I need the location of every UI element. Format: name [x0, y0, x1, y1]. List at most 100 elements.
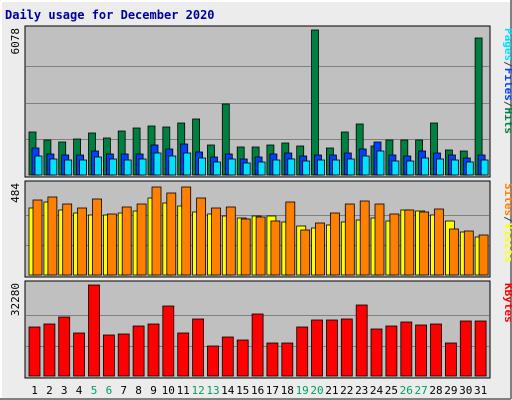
- bar-sites: [196, 197, 207, 276]
- bar-pages: [450, 159, 459, 176]
- bar-kbytes: [236, 339, 249, 377]
- legend-entry: Files: [502, 68, 512, 101]
- bar-sites: [344, 203, 355, 276]
- bar-sites: [77, 207, 87, 276]
- bar-kbytes: [355, 304, 368, 377]
- bar-sites: [434, 208, 444, 276]
- bar-kbytes: [415, 324, 428, 377]
- bar-sites: [225, 206, 236, 276]
- chart-title: Daily usage for December 2020: [5, 8, 215, 22]
- bar-hits: [311, 29, 319, 176]
- x-tick-label: 5: [91, 384, 98, 397]
- bar-pages: [346, 158, 355, 176]
- panel-legend-label: Pages/Files/Hits: [502, 28, 512, 134]
- bar-kbytes: [117, 333, 130, 377]
- legend-entry: /: [502, 61, 512, 68]
- bar-sites: [211, 207, 221, 276]
- bar-kbytes: [385, 325, 398, 377]
- y-max-label: 484: [9, 183, 22, 203]
- bar-sites: [300, 229, 311, 276]
- x-tick-label: 8: [135, 384, 142, 397]
- bar-pages: [317, 159, 325, 176]
- bar-pages: [64, 159, 73, 176]
- x-tick-label: 12: [191, 384, 204, 397]
- bar-pages: [257, 161, 266, 176]
- bar-kbytes: [88, 284, 100, 377]
- bar-pages: [153, 152, 162, 176]
- bar-pages: [79, 159, 87, 176]
- bar-pages: [287, 158, 296, 176]
- bar-sites: [478, 234, 489, 276]
- bar-sites: [240, 218, 251, 276]
- bar-pages: [465, 161, 474, 176]
- legend-entry: Visits: [502, 223, 512, 263]
- bar-pages: [213, 161, 221, 176]
- bar-pages: [272, 159, 281, 176]
- bar-kbytes: [103, 334, 115, 377]
- series-kbytes: [28, 284, 487, 377]
- legend-entry: /: [502, 101, 512, 108]
- bar-kbytes: [459, 320, 472, 377]
- bar-pages: [123, 159, 132, 176]
- bar-sites: [374, 203, 385, 276]
- x-tick-label: 26: [400, 384, 413, 397]
- bar-kbytes: [162, 305, 175, 377]
- bar-sites: [359, 200, 370, 276]
- bar-pages: [406, 160, 415, 176]
- bar-pages: [480, 159, 489, 176]
- bar-pages: [49, 158, 58, 176]
- bar-kbytes: [281, 342, 294, 377]
- panel-legend-label: KBytes: [502, 283, 512, 323]
- bar-kbytes: [132, 325, 145, 377]
- bar-sites: [32, 199, 43, 276]
- bar-pages: [331, 159, 340, 176]
- bar-pages: [138, 158, 147, 176]
- x-tick-label: 21: [325, 384, 338, 397]
- x-tick-label: 16: [251, 384, 264, 397]
- legend-entry: Sites: [502, 183, 512, 216]
- bar-sites: [389, 213, 400, 276]
- x-tick-label: 1: [31, 384, 38, 397]
- x-axis-tick-labels: 1 2 3 4 5 6 7 8 9 10 11 12 13 14 15 16 17 18 19 20 21 22 23 24 2…: [31, 384, 487, 397]
- bar-sites: [270, 220, 281, 276]
- bar-sites: [62, 203, 73, 276]
- bar-kbytes: [296, 326, 309, 377]
- x-tick-label: 2: [46, 384, 53, 397]
- legend-entry: /: [502, 216, 512, 223]
- x-tick-label: 11: [177, 384, 190, 397]
- bar-pages: [242, 162, 251, 176]
- panel-middle: 484 Sites/Visits: [9, 180, 512, 278]
- bar-kbytes: [340, 318, 353, 377]
- bar-pages: [94, 156, 102, 176]
- x-tick-label: 19: [296, 384, 309, 397]
- bar-kbytes: [251, 313, 264, 377]
- panels-layer: 6078Pages/Files/Hits484Sites/Visits32280…: [9, 25, 512, 379]
- bar-sites: [404, 209, 415, 276]
- bar-kbytes: [266, 342, 279, 377]
- x-tick-label: 7: [120, 384, 127, 397]
- x-tick-label: 31: [474, 384, 487, 397]
- bar-kbytes: [430, 323, 442, 377]
- bar-kbytes: [207, 345, 219, 377]
- panel-legend-label: Sites/Visits: [502, 183, 512, 263]
- bar-kbytes: [444, 342, 457, 377]
- bar-sites: [107, 213, 117, 276]
- y-max-label: 32280: [9, 283, 22, 316]
- x-tick-label: 25: [385, 384, 398, 397]
- bar-sites: [136, 203, 147, 276]
- bar-sites: [47, 196, 58, 276]
- bar-pages: [198, 157, 207, 176]
- x-tick-label: 22: [340, 384, 353, 397]
- bar-pages: [183, 152, 192, 176]
- bar-kbytes: [28, 326, 41, 377]
- y-max-label: 6078: [9, 28, 22, 55]
- bar-kbytes: [43, 323, 56, 377]
- x-tick-label: 28: [429, 384, 442, 397]
- legend-entry: Pages: [502, 28, 512, 61]
- legend-entry: Hits: [502, 108, 512, 135]
- x-tick-label: 18: [281, 384, 294, 397]
- bar-kbytes: [325, 319, 338, 377]
- x-tick-label: 29: [444, 384, 457, 397]
